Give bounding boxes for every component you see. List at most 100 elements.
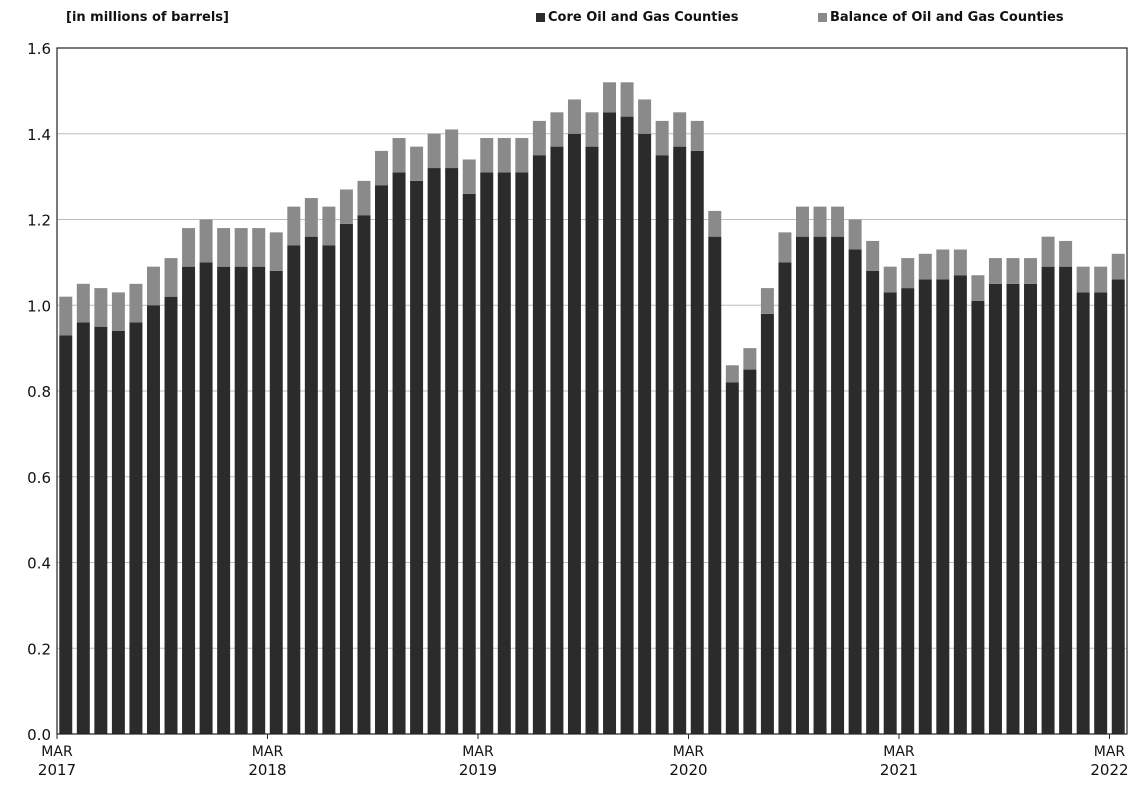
x-tick-label-month: MAR <box>41 744 73 760</box>
legend-swatch-core <box>536 13 545 22</box>
bar-balance <box>988 258 1002 284</box>
bar-core <box>918 279 932 734</box>
bar-core <box>708 236 722 734</box>
bar-balance <box>59 296 73 336</box>
y-tick-label: 0.6 <box>27 469 51 487</box>
bar-core <box>953 275 967 734</box>
bar-balance <box>427 133 441 169</box>
bar-balance <box>111 292 125 331</box>
bar-balance <box>550 112 564 147</box>
bar-core <box>1041 266 1055 734</box>
bar-core <box>304 236 318 734</box>
y-tick-label: 1.2 <box>27 212 51 230</box>
bar-core <box>427 168 441 735</box>
legend-label-core: Core Oil and Gas Counties <box>548 10 739 25</box>
bar-balance <box>760 288 774 314</box>
bar-core <box>375 185 388 734</box>
bar-core <box>146 305 160 734</box>
bar-balance <box>796 206 809 237</box>
bar-core <box>585 146 599 735</box>
x-tick-label-year: 2017 <box>38 761 76 779</box>
bar-core <box>883 292 897 734</box>
bar-core <box>339 223 353 734</box>
bar-core <box>1024 283 1038 734</box>
bar-balance <box>655 120 669 156</box>
bar-core <box>901 288 915 734</box>
bar-balance <box>936 249 950 280</box>
bar-core <box>322 245 336 734</box>
bar-core <box>357 215 371 734</box>
bar-balance <box>375 150 388 186</box>
bar-core <box>111 330 125 734</box>
bar-core <box>217 266 231 734</box>
bar-core <box>550 146 564 735</box>
bar-balance <box>901 258 915 289</box>
x-tick-label-month: MAR <box>1094 744 1126 760</box>
bar-core <box>410 180 424 735</box>
y-tick-label: 1.0 <box>27 297 51 315</box>
bar-core <box>1111 279 1125 734</box>
x-tick-label-year: 2021 <box>880 761 918 779</box>
bar-balance <box>673 112 687 147</box>
bar-balance <box>567 99 581 134</box>
bar-core <box>59 335 73 734</box>
bar-core <box>848 249 862 734</box>
bar-core <box>252 266 266 734</box>
bar-balance <box>217 228 231 267</box>
bar-balance <box>1006 258 1020 284</box>
legend-label-balance: Balance of Oil and Gas Counties <box>830 10 1064 25</box>
x-tick-label-month: MAR <box>252 744 284 760</box>
bar-balance <box>269 232 283 271</box>
y-tick-label: 0.2 <box>27 640 51 658</box>
bar-balance <box>603 82 617 113</box>
bar-balance <box>164 258 178 297</box>
bar-balance <box>953 249 967 276</box>
bar-balance <box>918 253 932 280</box>
bar-balance <box>252 228 266 267</box>
units-label: [in millions of barrels] <box>66 10 229 25</box>
bar-balance <box>445 129 459 169</box>
bar-balance <box>515 138 529 173</box>
bar-core <box>638 133 652 734</box>
bar-balance <box>199 219 213 263</box>
y-tick-label: 1.6 <box>27 40 51 58</box>
bar-core <box>532 155 546 734</box>
x-tick-label-year: 2022 <box>1090 761 1128 779</box>
bar-core <box>199 262 213 734</box>
bar-balance <box>1094 266 1108 293</box>
bar-core <box>866 270 880 734</box>
bar-core <box>813 236 827 734</box>
bar-core <box>603 112 617 734</box>
bar-balance <box>725 365 739 383</box>
bar-balance <box>182 228 196 267</box>
bar-balance <box>620 82 634 117</box>
bar-balance <box>883 266 897 293</box>
y-tick-label: 0.0 <box>27 726 51 744</box>
bar-balance <box>462 159 476 194</box>
bar-balance <box>971 275 985 301</box>
bar-core <box>988 283 1002 734</box>
bar-balance <box>339 189 353 224</box>
bar-core <box>971 300 985 734</box>
x-tick-label-year: 2018 <box>248 761 286 779</box>
bar-core <box>725 382 739 734</box>
x-tick-label-month: MAR <box>673 744 705 760</box>
bar-balance <box>585 112 599 147</box>
y-tick-label: 1.4 <box>27 126 51 144</box>
plot-frame <box>56 47 1128 735</box>
bar-balance <box>410 146 424 181</box>
bar-balance <box>813 206 827 237</box>
y-tick-label: 0.8 <box>27 383 51 401</box>
bar-balance <box>76 283 90 323</box>
bar-balance <box>866 240 880 271</box>
bar-balance <box>392 138 406 173</box>
bar-core <box>164 296 178 734</box>
bar-core <box>655 155 669 734</box>
bar-balance <box>848 219 862 250</box>
bar-balance <box>743 348 757 370</box>
bar-core <box>1006 283 1020 734</box>
bar-balance <box>304 198 318 237</box>
bar-balance <box>1059 240 1073 267</box>
